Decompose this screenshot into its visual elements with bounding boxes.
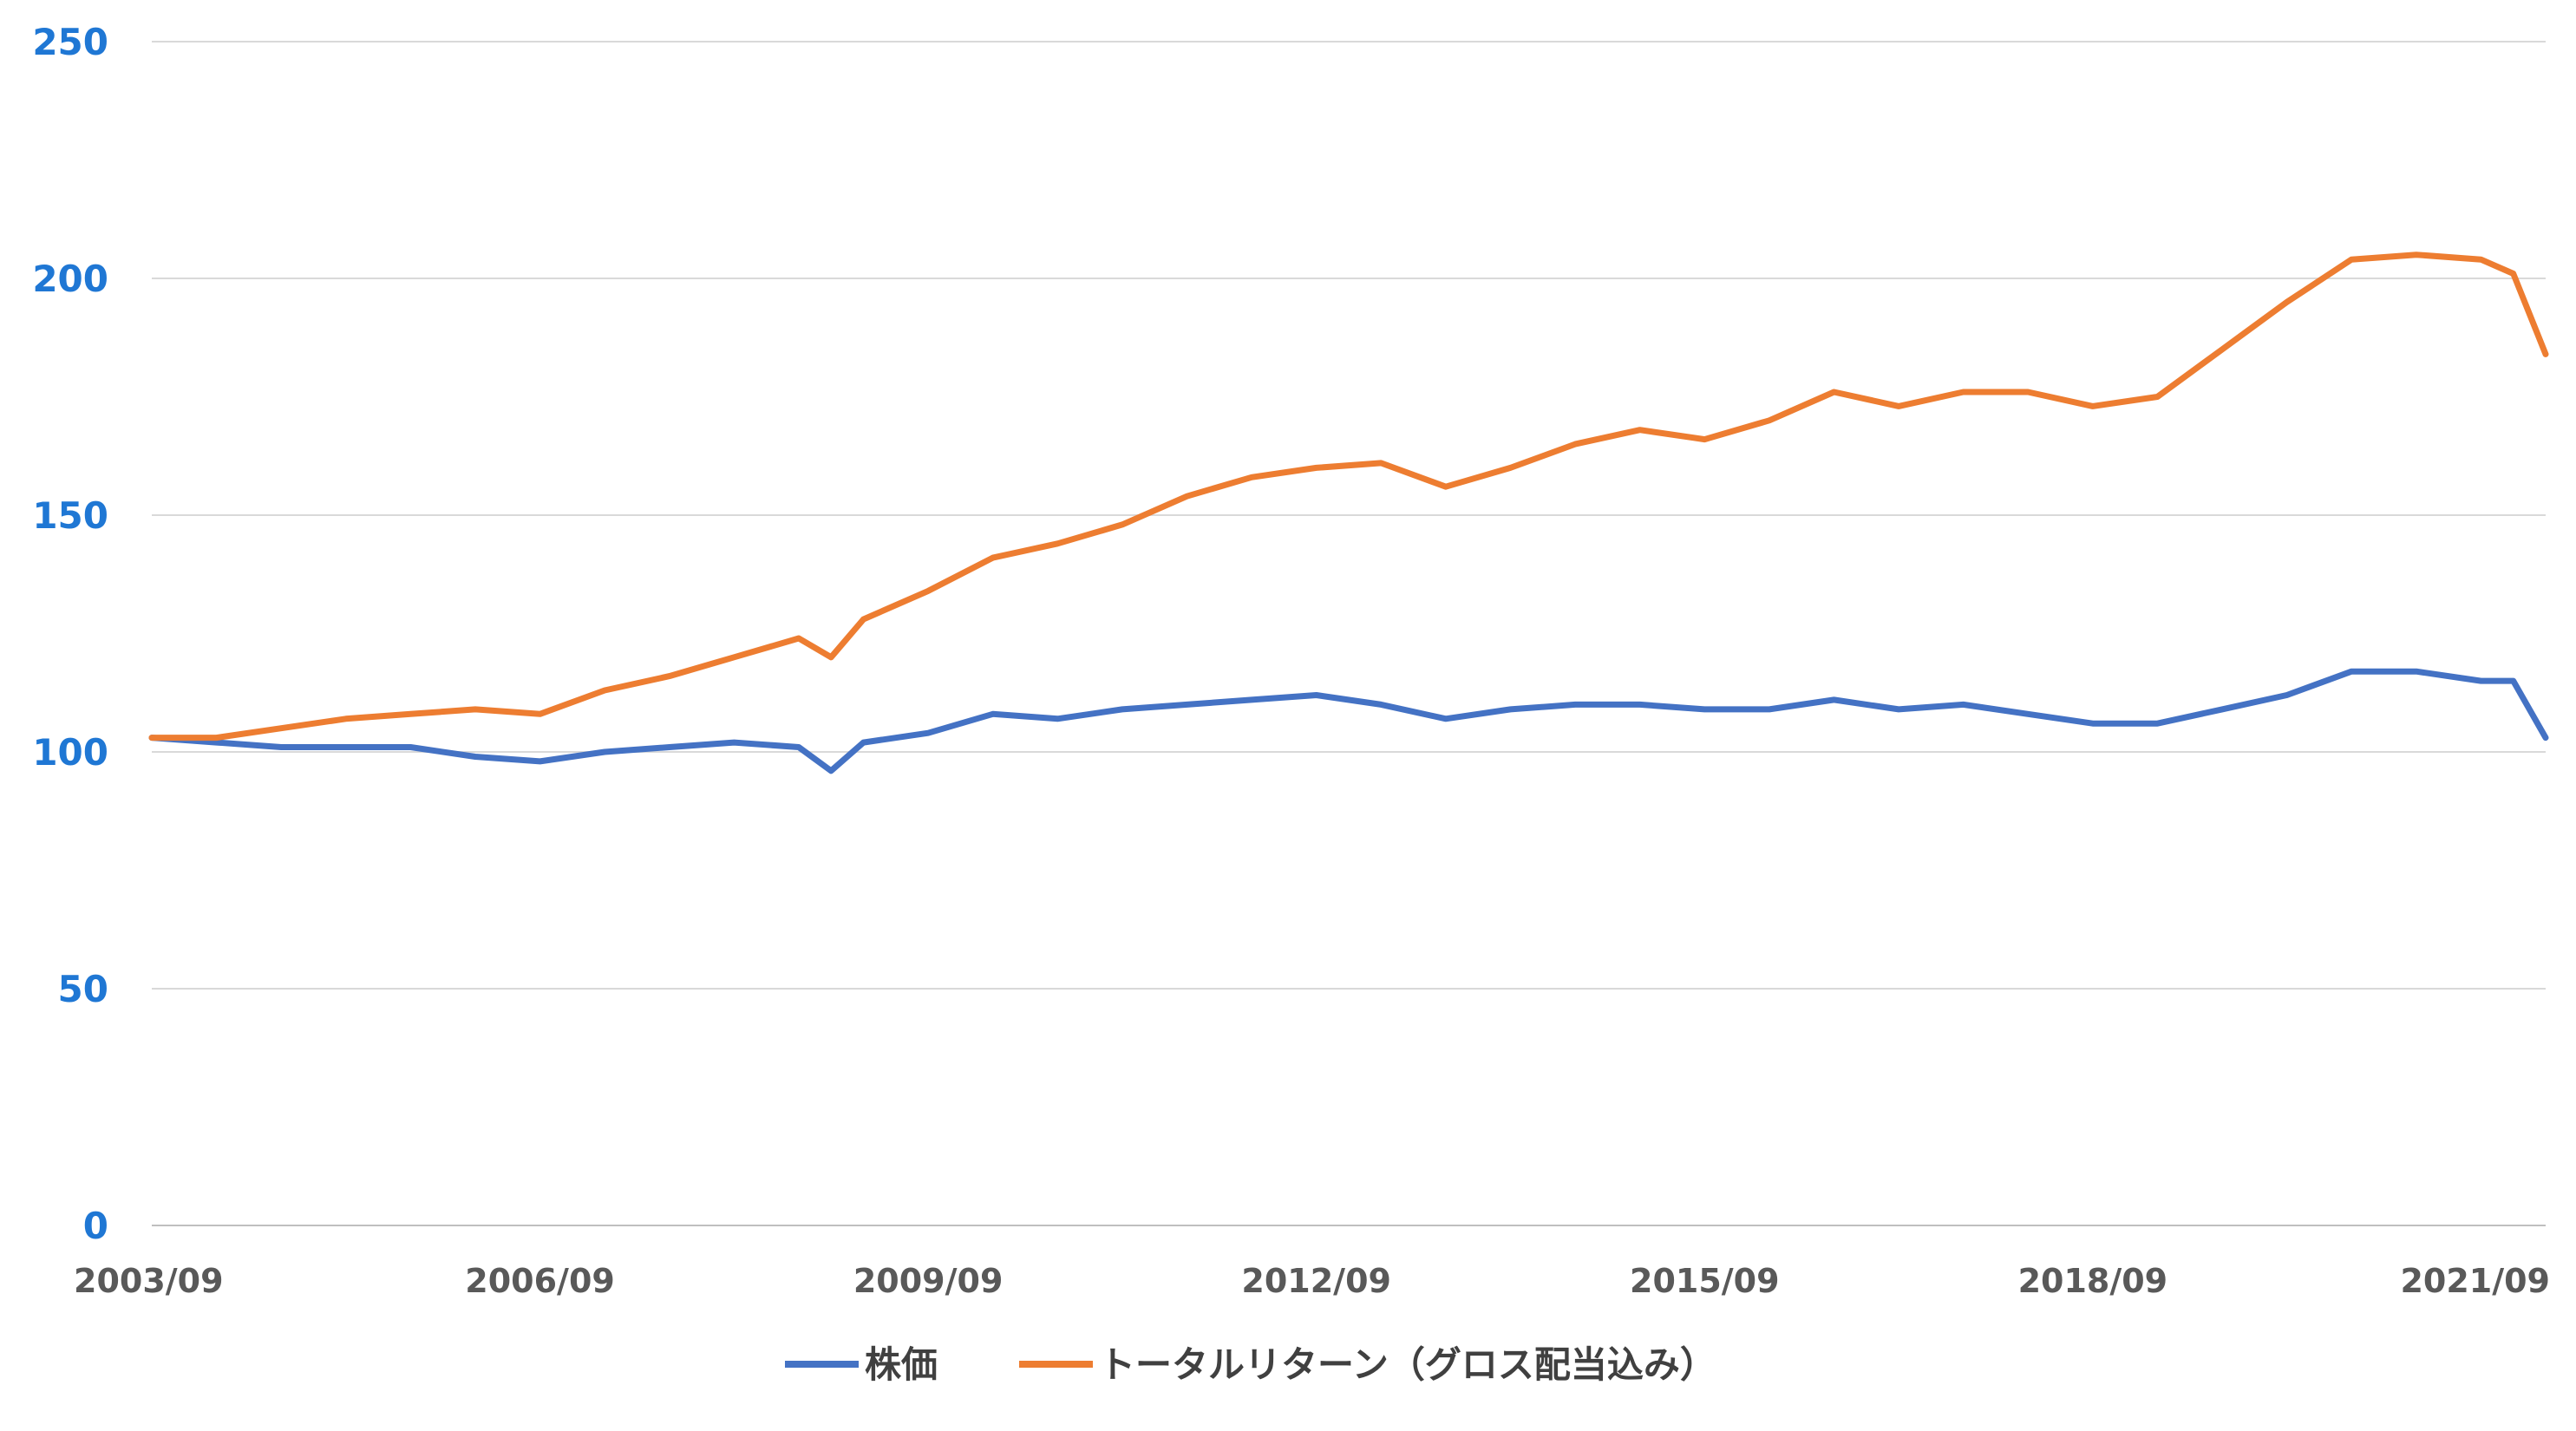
y-tick-label: 0 (83, 1205, 108, 1247)
series-line-total-return (148, 252, 2549, 742)
y-tick-label: 200 (32, 258, 108, 300)
y-tick-label: 50 (58, 968, 108, 1010)
x-tick-label: 2018/09 (2018, 1262, 2168, 1300)
series-lines (148, 252, 2549, 774)
y-axis: 0 50 100 150 200 250 (32, 21, 108, 1247)
x-tick-label: 2003/09 (74, 1262, 224, 1300)
y-tick-label: 250 (32, 21, 108, 63)
x-tick-label: 2009/09 (853, 1262, 1004, 1300)
series-line-stock-price (148, 668, 2549, 774)
legend-label: トータルリターン（グロス配当込み） (1099, 1343, 1716, 1386)
y-tick-label: 150 (32, 494, 108, 537)
x-axis: 2003/09 2006/09 2009/09 2012/09 2015/09 2018/… (74, 1262, 2550, 1300)
x-tick-label: 2015/09 (1630, 1262, 1780, 1300)
legend: 株価 トータルリターン（グロス配当込み） (785, 1343, 1716, 1386)
legend-label: 株価 (865, 1343, 938, 1386)
x-tick-label: 2021/09 (2400, 1262, 2550, 1300)
y-tick-label: 100 (32, 731, 108, 774)
x-tick-label: 2012/09 (1241, 1262, 1391, 1300)
x-tick-label: 2006/09 (465, 1262, 615, 1300)
gridlines (152, 41, 2546, 1226)
